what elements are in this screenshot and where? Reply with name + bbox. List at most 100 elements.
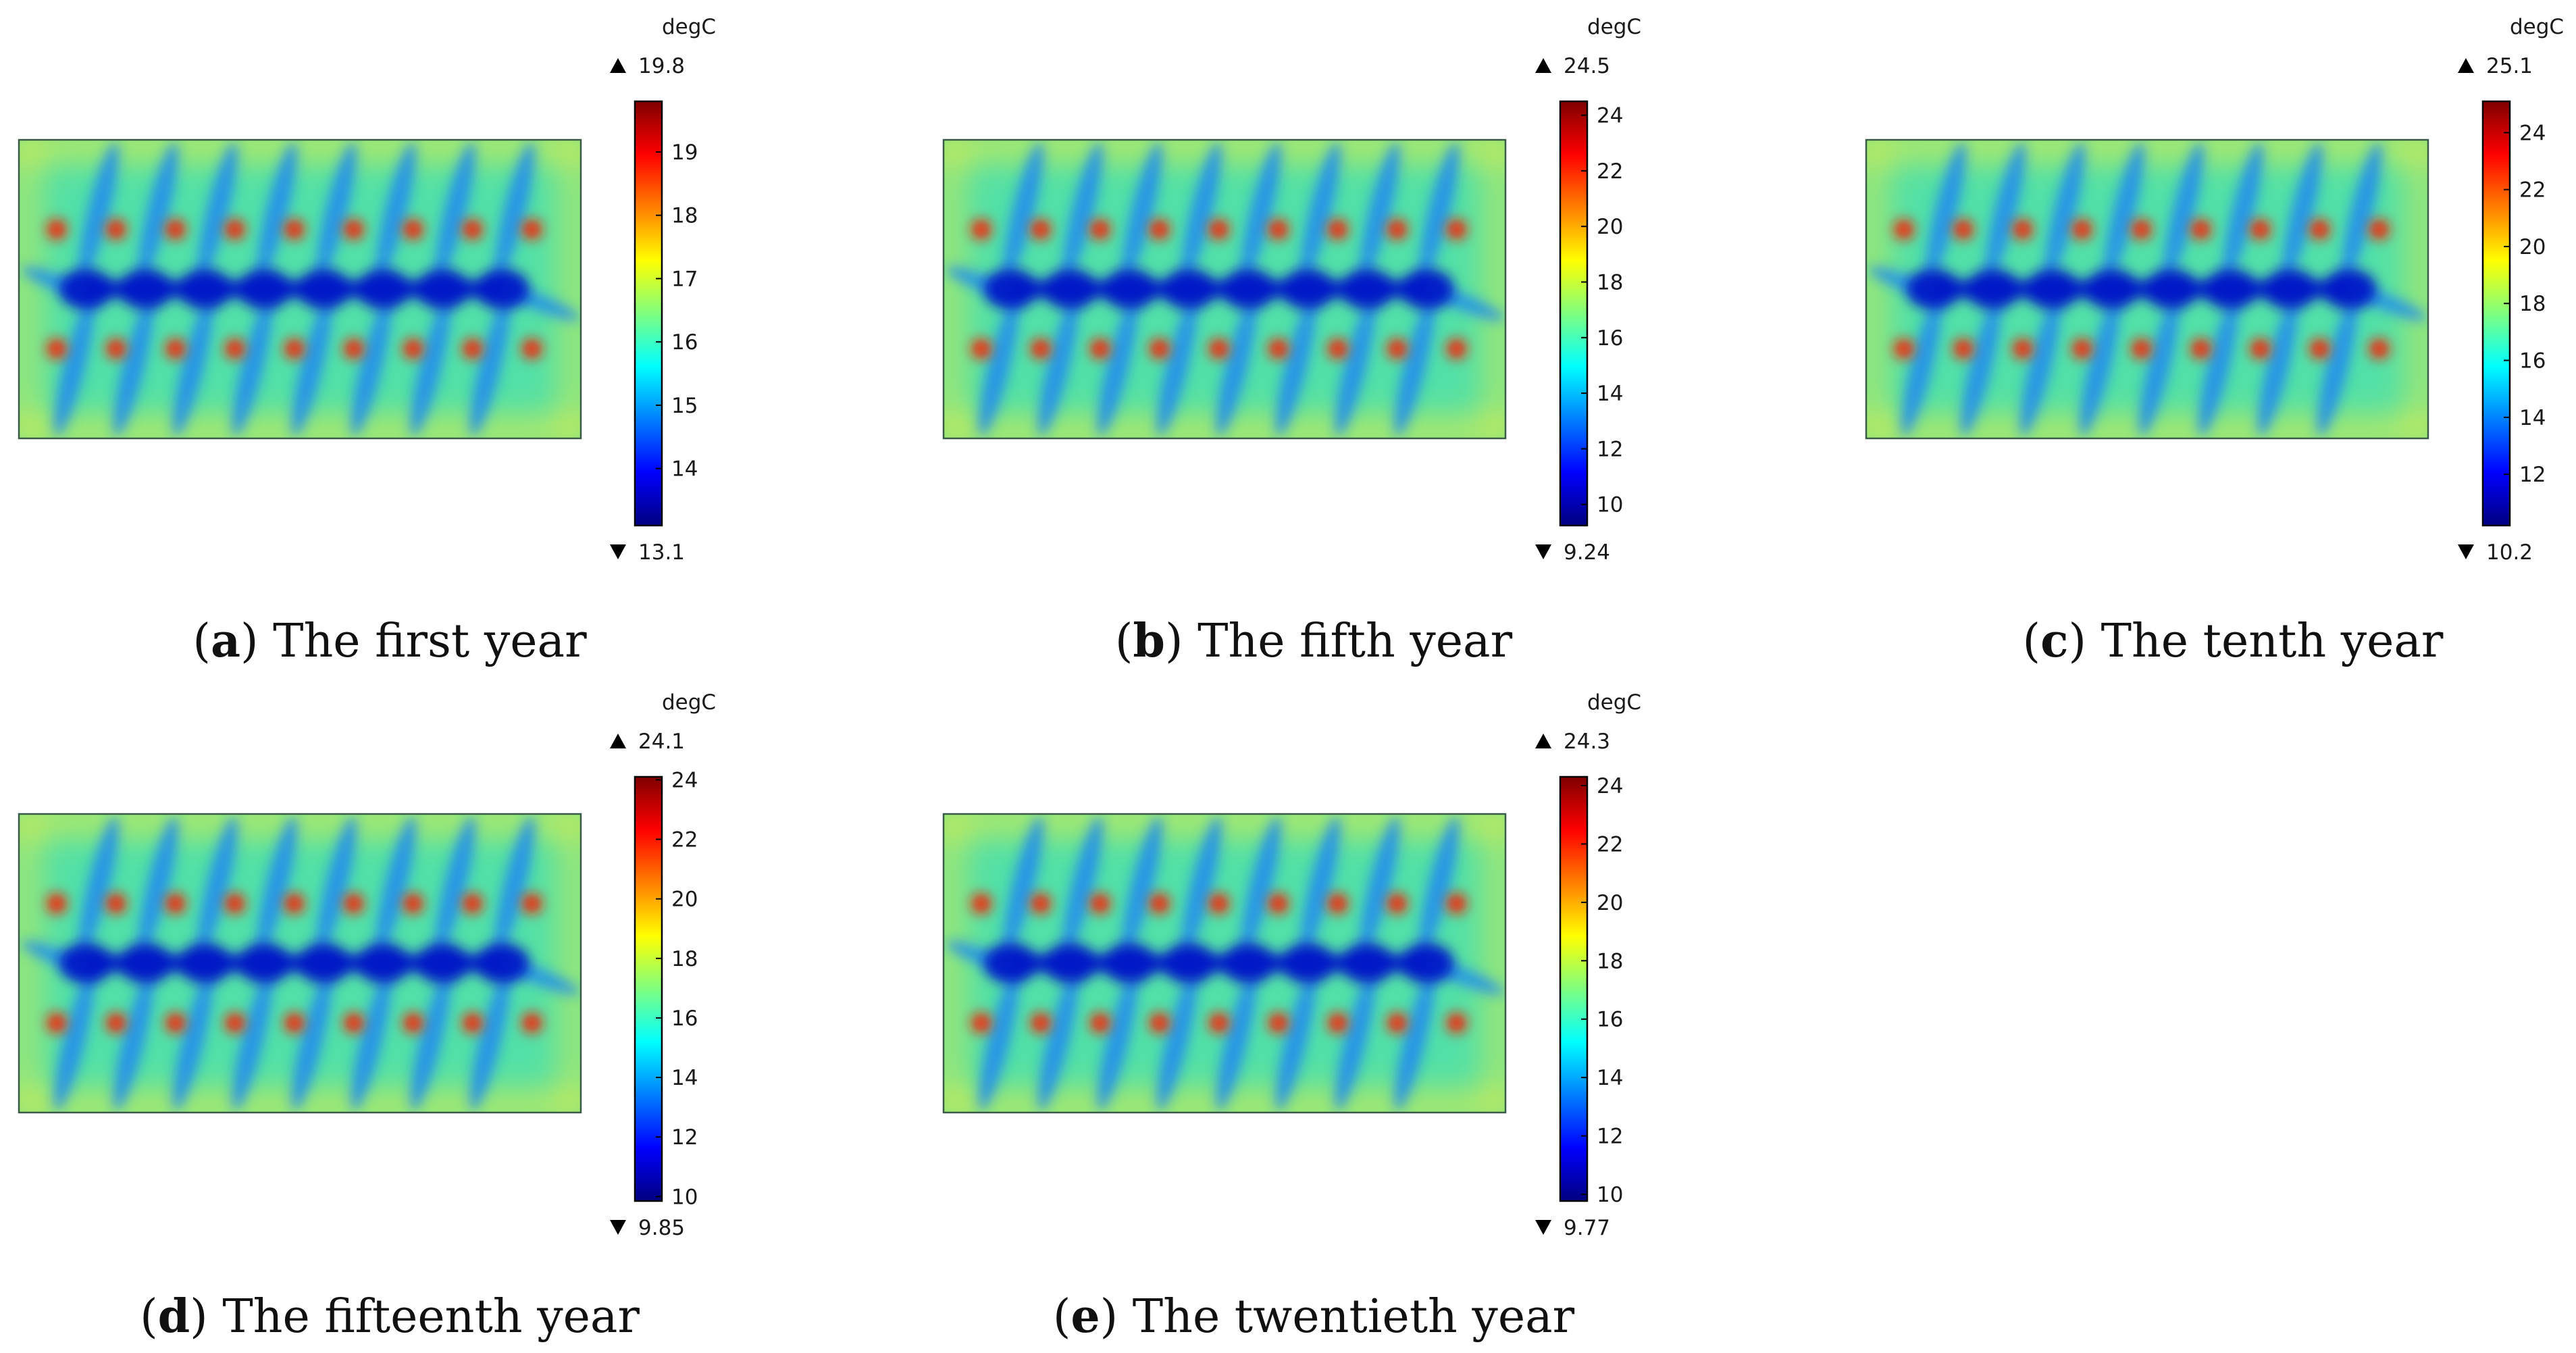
- colorbar-tick-label: 12: [1597, 1125, 1623, 1149]
- colorbar-gradient: [1559, 775, 1589, 1202]
- warm-boundary: [19, 814, 581, 1113]
- max-triangle-icon: [1535, 58, 1551, 73]
- map-frame: [942, 813, 1507, 1114]
- max-triangle-icon: [610, 734, 626, 748]
- colorbar-tick-label: 16: [2519, 349, 2546, 374]
- colorbar-min-label: 9.85: [638, 1216, 685, 1240]
- min-triangle-icon: [610, 1220, 626, 1235]
- map-frame: [1865, 138, 2429, 440]
- colorbar-tick-label: 19: [671, 141, 698, 165]
- panel-caption: (b) The fifth year: [1115, 614, 1513, 668]
- panels-group: degC 19.8 13.1 14 15 16 17 18 19 (a) The first ye…: [18, 15, 2564, 1344]
- colorbar-tick-label: 18: [2519, 292, 2546, 316]
- temperature-field-e: [944, 814, 1505, 1113]
- colorbar-max-label: 25.1: [2486, 54, 2533, 78]
- colorbar-b: degC 24.5 9.24 10 12 14 16 18 20 22 24: [1535, 15, 1641, 565]
- colorbar-gradient: [634, 775, 663, 1202]
- colorbar-tick-label: 20: [1597, 891, 1623, 915]
- cold-streaks: [1869, 142, 2427, 436]
- colorbar-tick-label: 24: [2519, 121, 2546, 145]
- temperature-field-c: [1866, 140, 2428, 438]
- colorbar-tick-label: 24: [1597, 104, 1623, 128]
- colorbar-tick-label: 12: [1597, 437, 1623, 461]
- hot-spots: [46, 219, 542, 359]
- max-triangle-icon: [610, 58, 626, 73]
- colorbar-d: degC 24.1 9.85 10 12 14 16 18 20 22 24: [610, 690, 716, 1240]
- min-triangle-icon: [610, 544, 626, 559]
- panel-a: degC 19.8 13.1 14 15 16 17 18 19 (a) The first ye…: [18, 15, 716, 668]
- cold-cores: [983, 943, 1454, 984]
- warm-boundary: [944, 814, 1505, 1113]
- colorbar-tick-label: 14: [671, 457, 698, 482]
- colorbar-tick-label: 10: [1597, 493, 1623, 517]
- cold-streaks: [22, 816, 580, 1111]
- colorbar-tick-label: 14: [671, 1066, 698, 1090]
- temperature-field-a: [19, 140, 581, 438]
- colorbar-gradient: [634, 100, 663, 527]
- colorbar-unit-label: degC: [662, 690, 716, 715]
- colorbar-min-label: 13.1: [638, 540, 685, 565]
- map-frame: [18, 138, 582, 440]
- colorbar-gradient: [1559, 100, 1589, 527]
- temperature-field-d: [19, 814, 581, 1113]
- colorbar-tick-label: 22: [671, 828, 698, 852]
- cold-cores: [59, 943, 530, 984]
- colorbar-tick-label: 12: [671, 1125, 698, 1150]
- colorbar-tick-label: 24: [1597, 774, 1623, 798]
- colorbar-unit-label: degC: [662, 15, 716, 39]
- warm-boundary: [1866, 140, 2428, 438]
- colorbar-max-label: 24.1: [638, 730, 685, 754]
- colorbar-tick-label: 16: [671, 330, 698, 355]
- colorbar-tick-label: 20: [2519, 235, 2546, 259]
- min-triangle-icon: [2458, 544, 2474, 559]
- panel-d: degC 24.1 9.85 10 12 14 16 18 20 22 24 (d) The fift…: [18, 690, 716, 1344]
- colorbar-max-label: 19.8: [638, 54, 685, 78]
- colorbar-tick-label: 12: [2519, 463, 2546, 487]
- max-triangle-icon: [2458, 58, 2474, 73]
- colorbar-gradient: [2481, 100, 2511, 527]
- hot-spots: [46, 893, 542, 1033]
- map-frame: [18, 813, 582, 1114]
- panel-caption: (e) The twentieth year: [1053, 1290, 1575, 1344]
- colorbar-c: degC 25.1 10.2 12 14 16 18 20 22 24: [2458, 15, 2564, 565]
- colorbar-tick-label: 17: [671, 267, 698, 291]
- cold-streaks: [946, 816, 1505, 1111]
- colorbar-tick-label: 14: [1597, 382, 1623, 406]
- colorbar-tick-label: 10: [1597, 1183, 1623, 1207]
- colorbar-tick-label: 22: [1597, 159, 1623, 184]
- colorbar-unit-label: degC: [2510, 15, 2564, 39]
- colorbar-min-label: 9.77: [1564, 1216, 1610, 1240]
- colorbar-tick-label: 16: [671, 1006, 698, 1031]
- colorbar-tick-label: 18: [671, 204, 698, 228]
- colorbar-min-label: 9.24: [1564, 540, 1610, 565]
- colorbar-tick-label: 18: [1597, 270, 1623, 295]
- colorbar-tick-label: 14: [1597, 1066, 1623, 1090]
- cold-streaks: [22, 142, 580, 436]
- min-triangle-icon: [1535, 1220, 1551, 1235]
- colorbar-tick-label: 16: [1597, 1008, 1623, 1032]
- colorbar-e: degC 24.3 9.77 10 12 14 16 18 20 22 24: [1535, 690, 1641, 1240]
- hot-spots: [1893, 219, 2390, 359]
- hot-spots: [971, 219, 1467, 359]
- panel-e: degC 24.3 9.77 10 12 14 16 18 20 22 24 (e) The twen…: [942, 690, 1641, 1344]
- colorbar-tick-label: 22: [2519, 178, 2546, 203]
- cold-cores: [1906, 269, 2377, 309]
- hot-spots: [971, 893, 1467, 1033]
- colorbar-min-label: 10.2: [2486, 540, 2533, 565]
- colorbar-tick-label: 22: [1597, 832, 1623, 857]
- max-triangle-icon: [1535, 734, 1551, 748]
- temperature-field-b: [944, 140, 1505, 438]
- panel-caption: (d) The fifteenth year: [140, 1290, 640, 1344]
- cold-cores: [59, 269, 530, 309]
- colorbar-max-label: 24.5: [1564, 54, 1610, 78]
- colorbar-tick-label: 15: [671, 394, 698, 418]
- colorbar-tick-label: 10: [671, 1185, 698, 1209]
- panel-c: degC 25.1 10.2 12 14 16 18 20 22 24 (c) The tenth …: [1865, 15, 2564, 668]
- colorbar-tick-label: 16: [1597, 326, 1623, 351]
- map-frame: [942, 138, 1507, 440]
- warm-boundary: [19, 140, 581, 438]
- colorbar-tick-label: 20: [671, 888, 698, 912]
- colorbar-a: degC 19.8 13.1 14 15 16 17 18 19: [610, 15, 716, 565]
- colorbar-unit-label: degC: [1587, 15, 1641, 39]
